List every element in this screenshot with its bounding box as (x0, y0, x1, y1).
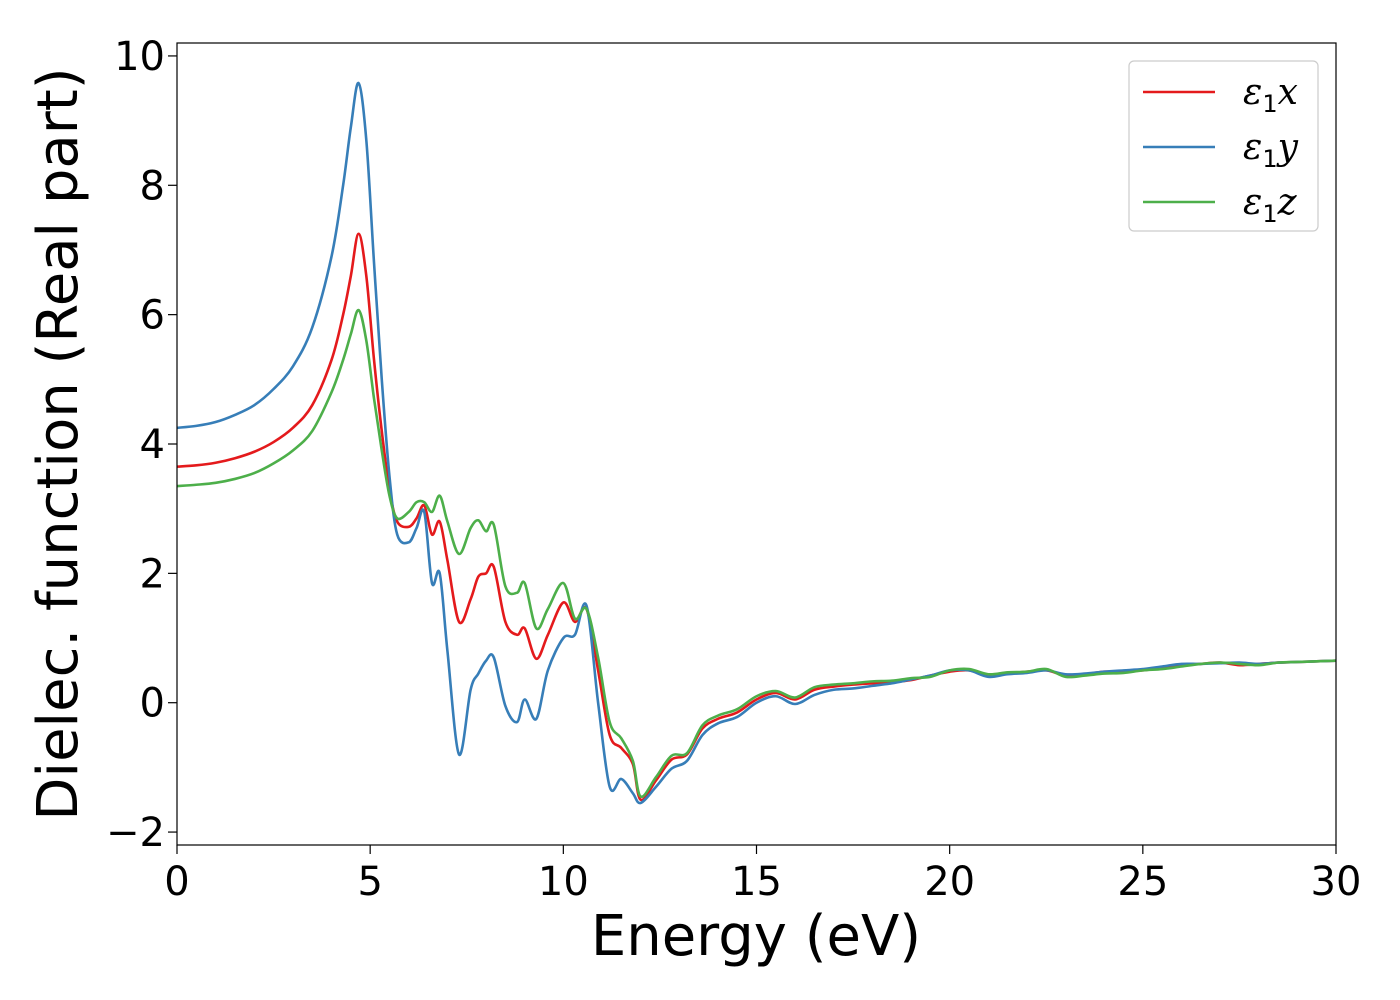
y-tick-label: 8 (140, 163, 165, 209)
series-layer (176, 81, 1337, 805)
y-tick-label: 10 (114, 34, 165, 80)
y-tick-label: 0 (140, 681, 165, 727)
x-tick-label: 0 (164, 859, 189, 905)
legend-label-1: ε1x (1243, 72, 1298, 118)
x-axis-label: Energy (eV) (591, 904, 921, 969)
y-tick-label: 2 (140, 551, 165, 597)
legend: ε1x ε1y ε1z (1128, 60, 1319, 232)
series-line-2 (176, 81, 1337, 805)
legend-label-3: ε1z (1243, 182, 1298, 228)
x-tick-label: 25 (1117, 859, 1168, 905)
x-tick-label: 20 (924, 859, 975, 905)
y-axis-label: Dielec. function (Real part) (26, 67, 91, 820)
y-tick-label: 4 (140, 422, 165, 468)
x-axis-ticks: 0 5 10 15 20 25 30 (164, 845, 1361, 905)
legend-box (1128, 60, 1319, 232)
x-tick-label: 5 (357, 859, 382, 905)
y-tick-label: 6 (140, 293, 165, 339)
x-tick-label: 10 (538, 859, 589, 905)
y-axis-ticks: −2 0 2 4 6 8 10 (106, 34, 177, 856)
x-tick-label: 15 (731, 859, 782, 905)
x-tick-label: 30 (1311, 859, 1362, 905)
series-line-3 (176, 308, 1337, 799)
y-tick-label: −2 (106, 810, 165, 856)
legend-label-2: ε1y (1243, 127, 1299, 173)
